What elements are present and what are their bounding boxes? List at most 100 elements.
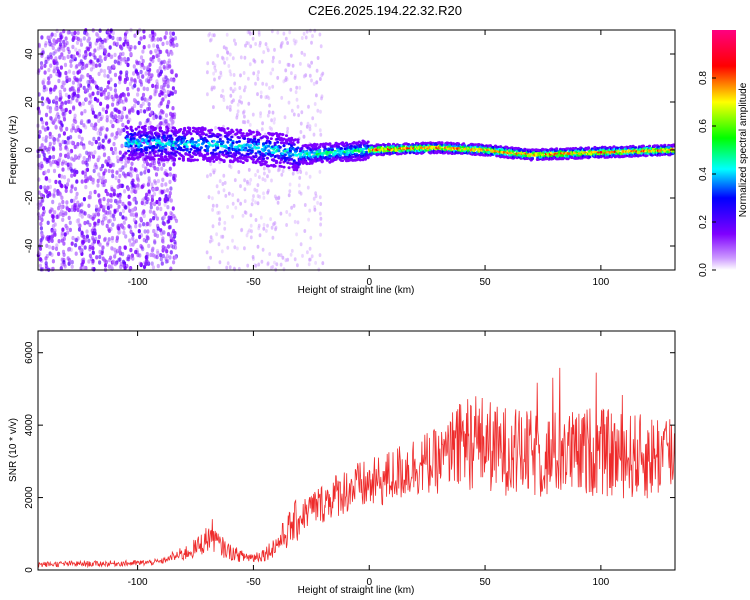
heatmap-cell [243,114,246,119]
heatmap-cell [87,213,91,219]
heatmap-cell [299,242,303,247]
heatmap-cell [173,245,178,250]
heatmap-cell [289,87,293,92]
heatmap-cell [162,230,166,235]
heatmap-cell [66,178,71,183]
heatmap-cell [154,114,158,119]
heatmap-cell [218,133,222,137]
heatmap-cell [223,220,227,225]
heatmap-cell [330,148,334,152]
heatmap-cell [269,217,272,222]
heatmap-cell [115,41,120,46]
heatmap-cell [126,159,130,164]
heatmap-cell [134,224,138,229]
heatmap-cell [294,39,298,44]
heatmap-cell [158,127,162,130]
heatmap-cell [173,89,177,95]
heatmap-cell [263,178,267,183]
heatmap-cell [555,147,559,151]
heatmap-cell [84,88,88,93]
heatmap-cell [108,69,112,74]
heatmap-cell [124,160,128,165]
heatmap-cell [70,173,74,178]
heatmap-cell [243,246,246,251]
heatmap-cell [53,84,57,90]
heatmap-cell [257,30,261,35]
heatmap-cell [115,134,119,139]
heatmap-cell [283,115,287,120]
heatmap-cell [154,172,159,177]
heatmap-cell [233,178,237,183]
heatmap-cell [157,103,161,108]
heatmap-cell [225,46,228,51]
heatmap-cell [168,172,172,177]
heatmap-cell [107,52,111,57]
heatmap-cell [271,59,275,64]
heatmap-cell [67,54,71,59]
heatmap-cell [124,151,128,155]
heatmap-cell [96,178,100,184]
heatmap-cell [226,205,230,209]
heatmap-cell [153,127,157,131]
heatmap-cell [168,179,172,185]
heatmap-cell [266,113,270,118]
heatmap-cell [143,170,147,175]
heatmap-cell [295,85,299,90]
heatmap-cell [119,261,123,266]
heatmap-cell [162,247,166,252]
heatmap-cell [47,76,51,81]
heatmap-cell [59,42,63,47]
heatmap-cell [168,166,172,171]
heatmap-cell [71,44,75,50]
heatmap-cell [44,256,48,261]
heatmap-cell [266,262,270,267]
heatmap-cell [249,235,253,240]
heatmap-cell [72,54,76,59]
heatmap-cell [258,194,262,199]
heatmap-cell [88,175,92,180]
heatmap-cell [269,71,273,76]
heatmap-cell [290,205,293,210]
heatmap-cell [147,243,151,249]
heatmap-cell [86,38,90,43]
heatmap-cell [117,204,121,209]
heatmap-cell [86,73,90,78]
heatmap-cell [100,41,105,46]
heatmap-cell [86,47,91,52]
heatmap-cell [171,31,175,36]
heatmap-cell [79,59,83,64]
heatmap-cell [51,199,55,205]
heatmap-cell [79,141,83,146]
heatmap-cell [278,60,282,64]
heatmap-cell [134,152,138,155]
heatmap-cell [111,173,115,179]
heatmap-cell [256,142,261,146]
heatmap-cell [71,235,75,241]
heatmap-cell [106,162,110,167]
heatmap-cell [169,77,173,82]
heatmap-cell [164,75,168,81]
heatmap-cell [162,221,166,227]
heatmap-cell [250,202,254,207]
heatmap-cell [245,233,249,238]
heatmap-cell [113,254,117,259]
heatmap-cell [51,214,55,219]
heatmap-cell [288,30,292,35]
heatmap-cell [151,253,155,258]
heatmap-cell [126,119,130,125]
heatmap-cell [94,162,98,167]
heatmap-cell [166,52,171,57]
heatmap-cell [318,169,322,174]
heatmap-cell [166,232,171,237]
heatmap-cell [366,155,370,159]
heatmap-cell [53,188,57,193]
heatmap-cell [103,56,107,61]
heatmap-cell [150,261,154,266]
heatmap-cell [130,78,134,83]
heatmap-cell [250,229,253,234]
heatmap-cell [109,146,114,152]
heatmap-cell [236,246,239,251]
heatmap-cell [60,231,64,236]
heatmap-cell [216,211,220,215]
heatmap-cell [123,56,127,62]
